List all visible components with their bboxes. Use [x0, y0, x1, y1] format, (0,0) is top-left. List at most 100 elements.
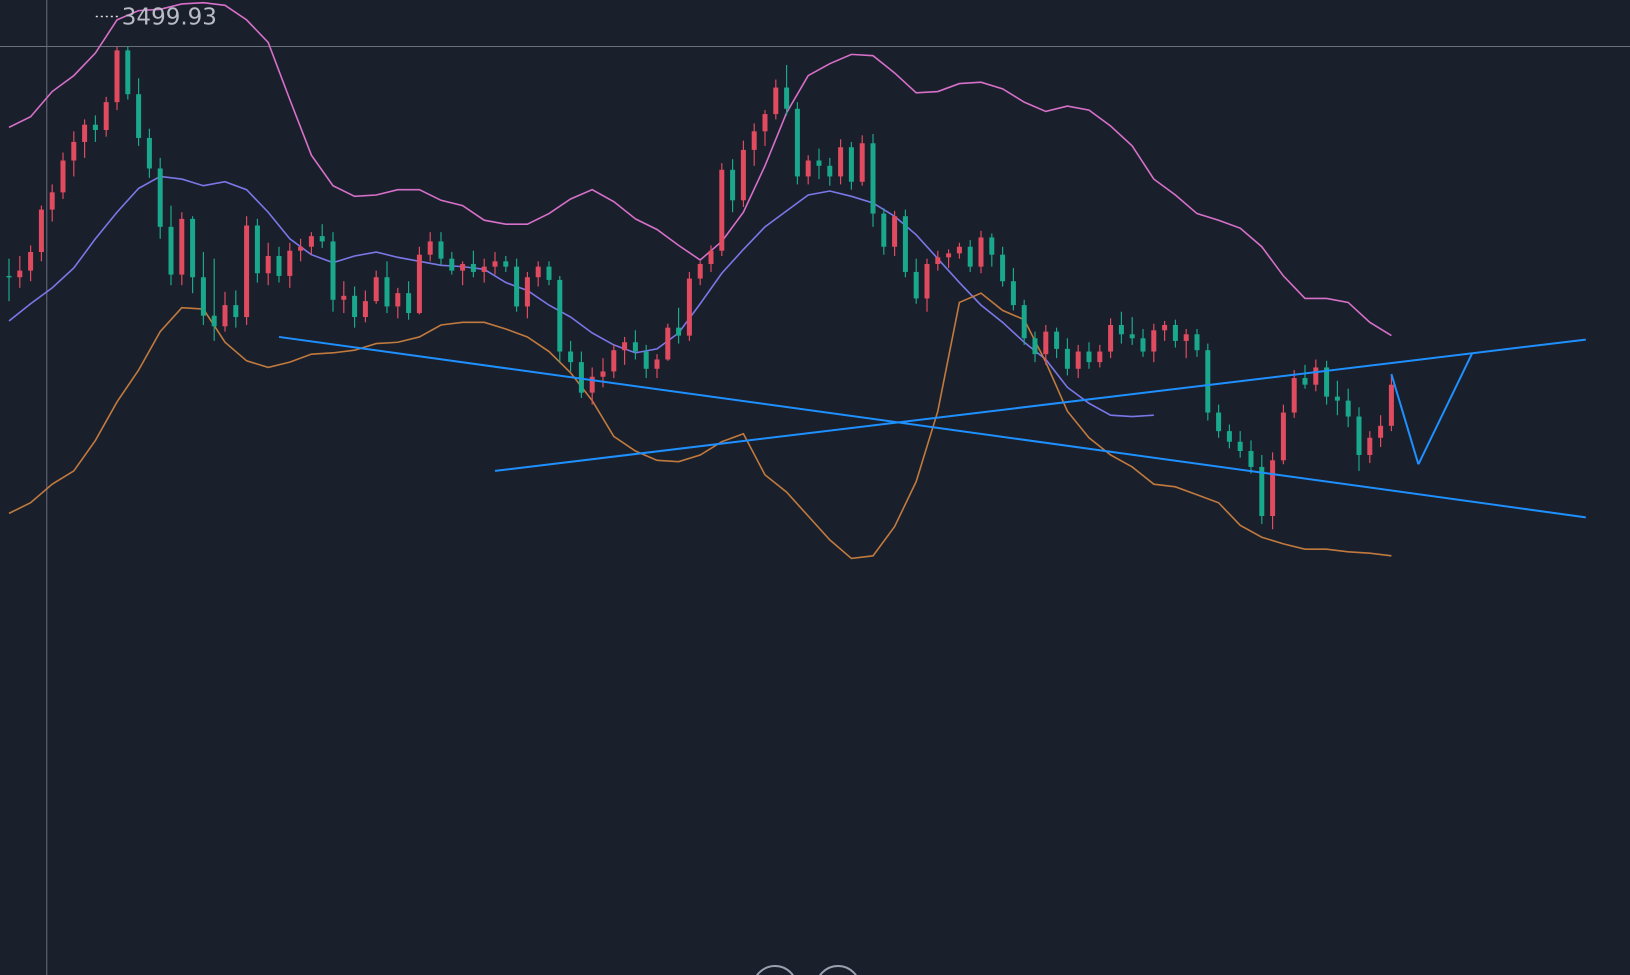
trendline[interactable]	[1417, 352, 1474, 465]
candle-body	[1334, 396, 1340, 401]
candle	[308, 232, 314, 255]
candle-body	[71, 141, 77, 161]
candle-body	[1291, 378, 1297, 413]
candle-body	[308, 236, 314, 247]
candle-body	[1216, 412, 1222, 432]
candle	[1302, 364, 1308, 389]
candle	[708, 245, 714, 272]
candle-body	[92, 124, 98, 130]
candle-body	[1356, 416, 1362, 455]
candle	[438, 232, 444, 266]
candle-body	[460, 263, 466, 271]
candle	[265, 242, 271, 286]
candle-body	[881, 213, 887, 247]
candle	[1043, 325, 1049, 365]
trendline[interactable]	[278, 335, 1586, 519]
candle	[535, 261, 541, 287]
candle	[287, 242, 293, 288]
candle	[330, 232, 336, 312]
candle-body	[82, 124, 88, 142]
candle-body	[600, 371, 606, 377]
candle	[1097, 344, 1103, 368]
bottom-controls[interactable]	[753, 965, 860, 975]
candle-body	[1151, 330, 1157, 352]
candle	[319, 224, 325, 249]
circle-button[interactable]	[753, 965, 797, 975]
candle	[1010, 267, 1016, 311]
candle	[82, 119, 88, 158]
candle-body	[1075, 351, 1081, 369]
candle	[751, 123, 757, 166]
candle-body	[503, 261, 509, 267]
bollinger-bands	[8, 1, 1392, 560]
candle-body	[1021, 305, 1027, 339]
candle	[114, 46, 120, 111]
candle-body	[535, 266, 541, 278]
candle-body	[665, 327, 671, 360]
candle	[341, 281, 347, 314]
candle-body	[870, 143, 876, 214]
circle-button[interactable]	[816, 965, 860, 975]
candle	[1064, 338, 1070, 376]
candle	[838, 139, 844, 185]
candle	[373, 270, 379, 304]
candle	[1226, 424, 1232, 449]
candle	[1140, 328, 1146, 357]
candle-body	[913, 271, 919, 299]
candle	[1345, 388, 1351, 428]
candle-body	[816, 160, 822, 166]
trendline[interactable]	[494, 338, 1586, 472]
candle	[589, 367, 595, 405]
candle-body	[1378, 425, 1384, 438]
candle-body	[1108, 325, 1114, 352]
candle-body	[989, 237, 995, 255]
candle	[28, 245, 34, 282]
candle-body	[751, 131, 757, 150]
candle	[1118, 311, 1124, 344]
candle-body	[362, 301, 368, 318]
candle-body	[956, 246, 962, 254]
candle-body	[211, 315, 217, 327]
candle	[1151, 323, 1157, 363]
candle	[1367, 431, 1373, 463]
candle	[1032, 331, 1038, 363]
candle-body	[654, 359, 660, 369]
candle-body	[395, 293, 401, 307]
candle-body	[1194, 334, 1200, 351]
candle	[298, 238, 304, 262]
candle-body	[935, 257, 941, 264]
candle-body	[449, 258, 455, 271]
candle-body	[38, 209, 44, 253]
candle-body	[1032, 338, 1038, 355]
candle-body	[1302, 378, 1308, 385]
candle	[1194, 328, 1200, 357]
candle	[654, 354, 660, 379]
candle-body	[136, 94, 142, 138]
candle	[49, 184, 55, 222]
candle	[276, 246, 282, 283]
candle-body	[492, 261, 498, 267]
candle	[449, 252, 455, 275]
candle-body	[1172, 325, 1178, 341]
candle-body	[730, 169, 736, 201]
candle	[686, 271, 692, 341]
candle-body	[1248, 451, 1254, 467]
candle-body	[60, 160, 66, 193]
candle	[136, 78, 142, 146]
candle	[1324, 360, 1330, 405]
candle-body	[200, 277, 206, 316]
candle	[190, 216, 196, 294]
candle-body	[902, 216, 908, 272]
candle	[622, 336, 628, 365]
candle-body	[676, 327, 682, 336]
candle	[395, 287, 401, 319]
candle-body	[578, 362, 584, 393]
candle	[805, 155, 811, 185]
candle	[460, 261, 466, 286]
candle	[546, 261, 552, 286]
trendline[interactable]	[1390, 373, 1420, 465]
candle-body	[1367, 437, 1373, 455]
candle	[967, 240, 973, 272]
candle-body	[589, 376, 595, 393]
candle-body	[146, 137, 152, 169]
